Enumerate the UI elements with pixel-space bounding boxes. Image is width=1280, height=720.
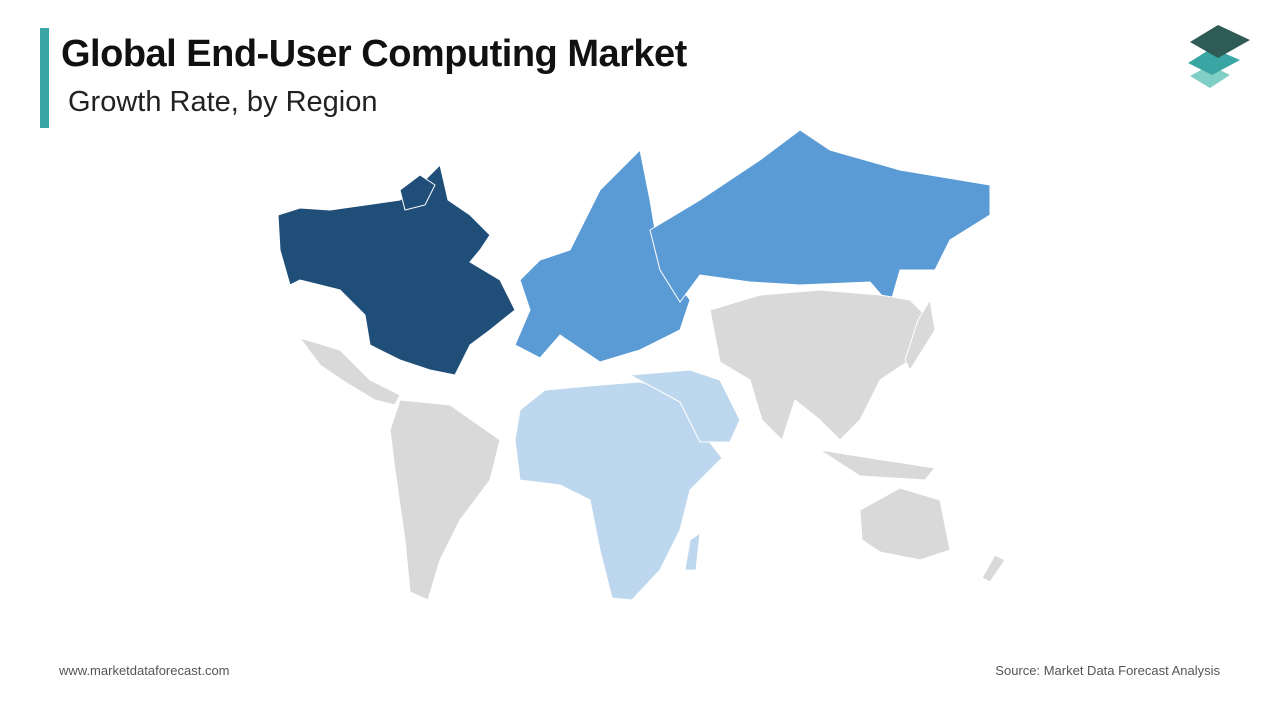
japan — [904, 298, 936, 372]
title: Global End-User Computing Market — [61, 33, 687, 75]
website: www.marketdataforecast.com — [59, 663, 230, 678]
indonesia — [819, 449, 936, 481]
australia — [859, 487, 951, 561]
asia — [709, 289, 931, 441]
source: Source: Market Data Forecast Analysis — [995, 663, 1220, 678]
africa — [514, 381, 723, 601]
madagascar — [684, 531, 701, 571]
subtitle: Growth Rate, by Region — [68, 86, 378, 118]
logo — [1190, 25, 1250, 58]
logo — [1190, 65, 1230, 88]
south-america — [389, 399, 501, 601]
logo — [1188, 48, 1240, 75]
accent-bar — [40, 28, 49, 128]
new-zealand — [981, 554, 1006, 583]
central-america — [298, 337, 401, 406]
russia — [649, 129, 991, 307]
middle-east — [628, 369, 741, 443]
arctic-islands — [399, 174, 436, 211]
